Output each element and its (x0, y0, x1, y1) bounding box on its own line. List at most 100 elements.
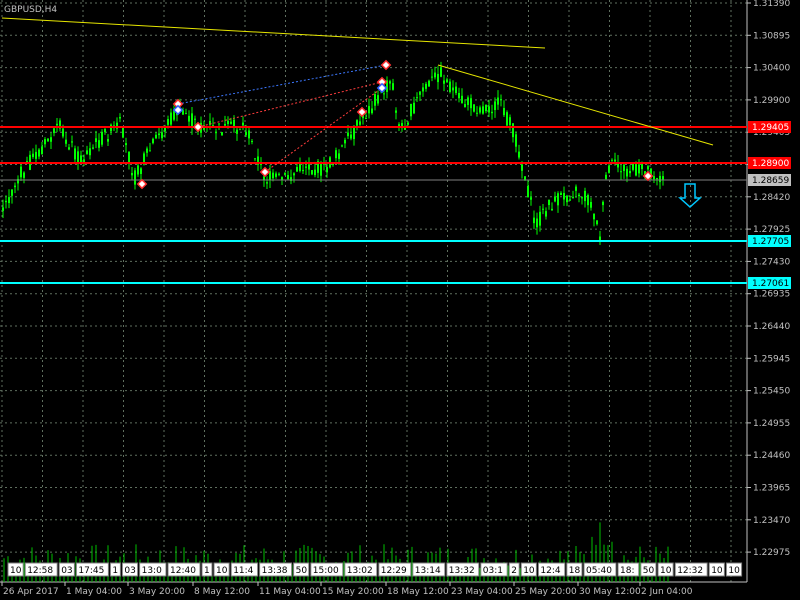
candle-body (137, 165, 139, 175)
candle-body (308, 164, 310, 170)
timestamp-label: 10 (10, 566, 22, 576)
candle-body (431, 76, 433, 78)
candle-body (647, 166, 649, 170)
price-tick-label: 1.22975 (753, 548, 790, 558)
trade-line-red-1 (197, 81, 383, 128)
candle-body (263, 176, 265, 181)
candle-body (275, 173, 277, 177)
price-tag-label: 1.29405 (752, 123, 789, 133)
candle-body (38, 149, 40, 157)
candle-body (437, 73, 439, 83)
trendline-lower[interactable] (437, 64, 714, 146)
trade-marker-icon[interactable] (172, 104, 184, 116)
candle-body (548, 199, 550, 206)
timestamp-label: 13:38 (262, 566, 288, 576)
trade-line-red-2 (264, 87, 383, 173)
price-tick-label: 1.23470 (753, 516, 790, 526)
down-arrow-icon[interactable] (678, 183, 702, 209)
trade-marker-icon[interactable] (642, 170, 654, 182)
candle-body (575, 186, 577, 191)
candle-body (494, 101, 496, 111)
trade-marker-icon[interactable] (259, 166, 271, 178)
timestamp-box (446, 562, 480, 577)
candle-body (296, 166, 298, 172)
candle-body (77, 151, 79, 164)
timestamp-box (583, 562, 617, 577)
candle-body (317, 161, 319, 173)
price-tag-label: 1.28659 (752, 176, 789, 186)
candle-body (443, 80, 445, 84)
candle-body (89, 148, 91, 156)
candle-body (584, 190, 586, 202)
candle-body (596, 220, 598, 225)
trade-marker-icon[interactable] (192, 121, 204, 133)
candle-body (620, 171, 622, 173)
candle-body (353, 125, 355, 140)
candle-body (302, 169, 304, 172)
candle-body (395, 110, 397, 113)
trade-marker-icon[interactable] (376, 76, 388, 88)
candle-body (629, 170, 631, 174)
candle-body (230, 121, 232, 124)
candle-body (41, 146, 43, 155)
candle-body (344, 139, 346, 144)
candle-body (614, 159, 616, 162)
candle-body (251, 141, 253, 143)
candle-body (53, 128, 55, 134)
symbol-label: GBPUSD,H4 (4, 5, 57, 15)
timestamp-box (293, 562, 310, 577)
candle-body (314, 169, 316, 176)
price-tags: 1.29405 1.28900 1.28659 1.27705 1.27061 (748, 121, 791, 289)
price-tag (748, 157, 791, 169)
timestamp-box (167, 562, 201, 577)
candle-body (374, 94, 376, 106)
trade-marker-icon[interactable] (356, 106, 368, 118)
candle-body (500, 99, 502, 101)
timestamp-box (75, 562, 109, 577)
price-tag-label: 1.28900 (752, 159, 789, 169)
candle-body (392, 83, 394, 90)
candle-body (419, 91, 421, 95)
candle-body (14, 185, 16, 188)
time-tick-label: 30 May 12:00 (579, 587, 641, 597)
trade-marker-icon[interactable] (136, 178, 148, 190)
candle-body (47, 138, 49, 142)
trade-marker-icon[interactable] (376, 82, 388, 94)
time-axis: 26 Apr 2017 1 May 04:00 3 May 20:00 8 May 1… (1, 582, 693, 597)
candle-body (131, 172, 133, 176)
candle-body (152, 138, 154, 144)
trade-marker-icon[interactable] (172, 98, 184, 110)
candle-body (464, 104, 466, 108)
candle-body (11, 189, 13, 196)
candle-body (65, 139, 67, 144)
candle-body (371, 108, 373, 114)
candle-body (434, 72, 436, 78)
price-tick-label: 1.31390 (753, 0, 790, 9)
time-tick-label: 3 May 20:00 (129, 587, 185, 597)
candle-body (563, 192, 565, 200)
candle-body (641, 162, 643, 170)
candle-body (164, 126, 166, 132)
candle-body (413, 102, 415, 114)
timestamp-label: 03 (61, 566, 72, 576)
candle-body (239, 128, 241, 130)
candle-body (638, 164, 640, 174)
candle-body (401, 123, 403, 129)
candle-body (227, 120, 229, 125)
candle-body (74, 148, 76, 160)
timestamp-box (617, 562, 640, 577)
timestamp-box (201, 562, 213, 577)
candle-body (407, 122, 409, 125)
trade-marker-icon[interactable] (380, 59, 392, 71)
timestamp-box (640, 562, 657, 577)
candle-body (185, 113, 187, 115)
timestamp-label: 17:45 (78, 566, 104, 576)
trendline-upper[interactable] (1, 17, 546, 49)
candle-body (440, 67, 442, 77)
candle-body (188, 115, 190, 122)
timestamp-box (139, 562, 167, 577)
candle-body (86, 150, 88, 154)
candle-body (557, 193, 559, 206)
